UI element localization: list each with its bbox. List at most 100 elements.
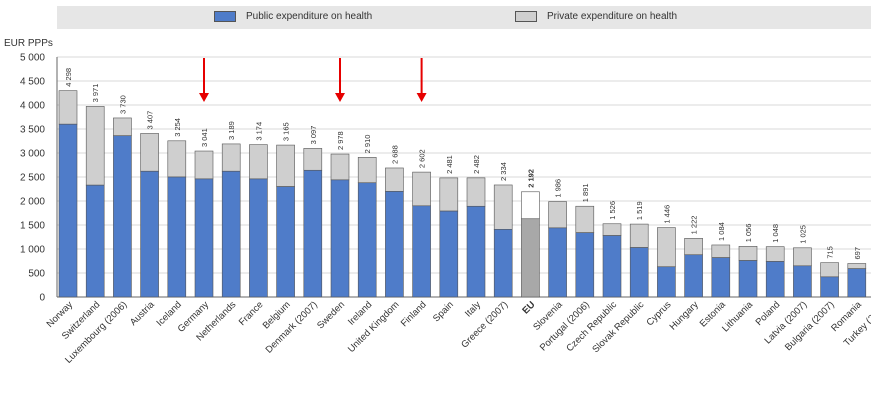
bar-private (140, 133, 159, 172)
value-label: 1 891 (581, 183, 590, 202)
bar-private (357, 157, 377, 184)
value-label: 1 056 (744, 224, 753, 243)
value-label: 1 526 (608, 201, 617, 220)
value-label: 4 298 (64, 68, 73, 87)
bar-private (113, 117, 132, 137)
x-tick-label: Italy (463, 299, 483, 319)
value-label: 3 730 (118, 95, 127, 114)
value-label: 3 971 (91, 84, 100, 103)
legend-label-private: Private expenditure on health (547, 11, 678, 22)
bar-private (711, 244, 731, 258)
bar-public (711, 257, 731, 298)
red-arrow (335, 58, 345, 102)
bar-private (820, 262, 839, 278)
bar-public (385, 191, 404, 298)
y-axis-label: EUR PPPs (4, 38, 53, 49)
bar-private (765, 246, 785, 262)
bar-public (330, 179, 350, 298)
bar-public (412, 205, 431, 298)
bar-private (629, 223, 649, 248)
x-tick-label: Sweden (315, 299, 347, 331)
bar-private (548, 201, 567, 229)
bar-private (412, 171, 431, 207)
y-tick-label: 2 000 (20, 197, 45, 208)
bar-public (684, 254, 703, 298)
y-tick-label: 2 500 (20, 173, 45, 184)
bar-public (113, 135, 132, 298)
x-tick-label: Hungary (668, 299, 701, 332)
bar-public (657, 266, 676, 298)
bar-public (194, 178, 214, 298)
value-label: 2 910 (363, 135, 372, 154)
value-label: 1 048 (771, 224, 780, 243)
bar-public (575, 232, 595, 298)
red-arrow (199, 58, 209, 102)
legend-item-private: Private expenditure on health (515, 11, 677, 22)
y-tick-label: 0 (39, 293, 45, 304)
value-label: 2 334 (499, 162, 508, 181)
value-label: 2 978 (336, 131, 345, 150)
bar-public (85, 184, 105, 298)
bar-private (738, 246, 758, 261)
y-tick-label: 3 000 (20, 149, 45, 160)
bar-public (357, 182, 377, 298)
value-label: 715 (826, 246, 835, 259)
y-tick-label: 4 500 (20, 77, 45, 88)
x-tick-label: EU (520, 299, 537, 316)
legend-label-public: Public expenditure on health (246, 11, 373, 22)
bar-private (249, 144, 268, 180)
value-label: 3 407 (146, 111, 155, 130)
bar-public (521, 218, 540, 298)
bar-private (330, 153, 350, 181)
x-tick-label: Spain (431, 299, 456, 324)
value-label: 3 165 (282, 122, 291, 141)
bar-public (847, 268, 867, 298)
bar-private (493, 184, 513, 230)
bar-public (140, 170, 159, 298)
bar-private (575, 205, 595, 233)
bar-private (684, 238, 703, 256)
bar-public (58, 123, 78, 298)
bar-private (194, 150, 214, 180)
y-tick-label: 4 000 (20, 101, 45, 112)
bar-public (493, 229, 513, 298)
value-label: 3 189 (227, 121, 236, 140)
bar-private (385, 167, 404, 192)
red-arrow (416, 58, 427, 102)
bar-private (303, 148, 323, 171)
y-tick-label: 1 500 (20, 221, 45, 232)
value-label: 2 482 (472, 155, 481, 174)
bar-public (249, 178, 268, 298)
y-tick-label: 1 000 (20, 245, 45, 256)
y-tick-label: 3 500 (20, 125, 45, 136)
value-label: 3 041 (200, 128, 209, 147)
value-label: 3 254 (173, 118, 182, 137)
value-label: 1 446 (662, 205, 671, 224)
bar-public (167, 176, 187, 298)
bar-public (221, 170, 241, 298)
x-tick-label: Finland (399, 299, 429, 329)
bar-public (276, 186, 295, 298)
legend-swatch-public (214, 11, 236, 22)
bar-private (439, 177, 459, 212)
value-label: 1 025 (798, 225, 807, 244)
value-label: 1 084 (717, 222, 726, 241)
bar-private (657, 227, 676, 268)
bar-public (466, 205, 486, 298)
value-label: 3 174 (254, 122, 263, 141)
y-tick-label: 5 000 (20, 53, 45, 64)
value-label: 1 222 (690, 216, 699, 235)
bar-private (167, 140, 187, 178)
value-label: 2 602 (418, 149, 427, 168)
legend-swatch-private (515, 11, 537, 22)
bar-public (820, 276, 839, 298)
value-label: 2 481 (445, 155, 454, 174)
value-label: 1 986 (554, 179, 563, 198)
bar-public (765, 261, 785, 298)
bar-private (85, 106, 105, 186)
legend-item-public: Public expenditure on health (214, 11, 372, 22)
bar-public (548, 227, 567, 298)
bar-public (602, 235, 622, 298)
x-tick-label: Austria (128, 299, 157, 328)
